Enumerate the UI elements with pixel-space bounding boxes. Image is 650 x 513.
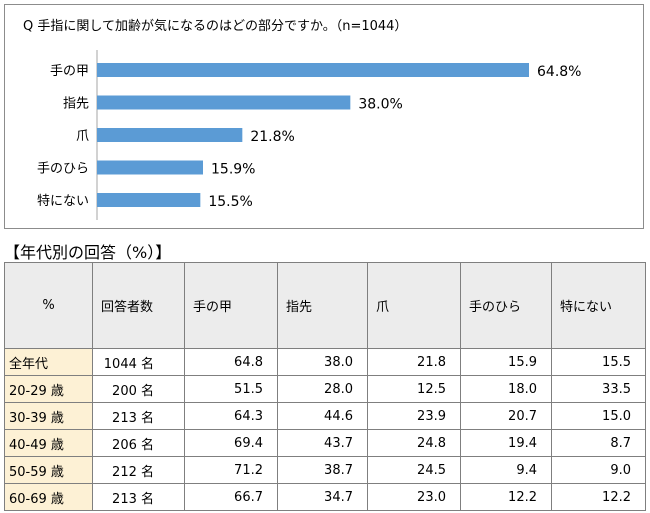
nails-cell: 24.8 [367, 429, 461, 457]
header-percent: % [4, 262, 93, 349]
age-group-cell: 60-69 歳 [4, 483, 93, 511]
none-cell: 33.5 [551, 375, 646, 403]
respondents-cell: 200 名 [92, 375, 185, 403]
respondents-cell: 1044 名 [92, 348, 185, 376]
nails-cell: 12.5 [367, 375, 461, 403]
data-label: 15.5% [208, 194, 252, 210]
back-of-hand-cell: 71.2 [184, 456, 278, 484]
age-group-cell: 全年代 [4, 348, 93, 376]
category-label: 特にない [37, 194, 89, 209]
back-of-hand-cell: 64.8 [184, 348, 278, 376]
none-cell: 12.2 [551, 483, 646, 511]
fingertips-cell: 44.6 [277, 402, 368, 430]
nails-cell: 23.0 [367, 483, 461, 511]
header-none: 特にない [551, 262, 646, 349]
fingertips-cell: 34.7 [277, 483, 368, 511]
none-cell: 9.0 [551, 456, 646, 484]
category-label: 指先 [63, 97, 89, 112]
table-header-row: % 回答者数 手の甲 指先 爪 手のひら 特にない [4, 262, 646, 349]
palm-cell: 18.0 [460, 375, 552, 403]
palm-cell: 9.4 [460, 456, 552, 484]
none-cell: 8.7 [551, 429, 646, 457]
table-row: 全年代 1044 名 64.8 38.0 21.8 15.9 15.5 [4, 348, 646, 376]
palm-cell: 12.2 [460, 483, 552, 511]
none-cell: 15.0 [551, 402, 646, 430]
data-label: 21.8% [250, 129, 294, 145]
bar [97, 160, 203, 175]
table-row: 60-69 歳 213 名 66.7 34.7 23.0 12.2 12.2 [4, 483, 646, 511]
table-row: 50-59 歳 212 名 71.2 38.7 24.5 9.4 9.0 [4, 456, 646, 484]
table-row: 30-39 歳 213 名 64.3 44.6 23.9 20.7 15.0 [4, 402, 646, 430]
bar-chart: 手の甲 64.8% 指先 38.0% 爪 21.8% 手のひら 15.9% 特にない 15.5% [37, 50, 581, 220]
age-group-cell: 20-29 歳 [4, 375, 93, 403]
fingertips-cell: 43.7 [277, 429, 368, 457]
age-group-cell: 50-59 歳 [4, 456, 93, 484]
respondents-cell: 206 名 [92, 429, 185, 457]
respondents-cell: 212 名 [92, 456, 185, 484]
header-palm: 手のひら [460, 262, 552, 349]
chart-title: Q 手指に関して加齢が気になるのはどの部分ですか。（n=1044） [23, 19, 408, 34]
nails-cell: 23.9 [367, 402, 461, 430]
fingertips-cell: 28.0 [277, 375, 368, 403]
fingertips-cell: 38.7 [277, 456, 368, 484]
table-heading: 【年代別の回答（%）】 [4, 243, 172, 262]
data-label: 64.8% [537, 64, 581, 80]
data-label: 15.9% [211, 162, 255, 178]
nails-cell: 24.5 [367, 456, 461, 484]
nails-cell: 21.8 [367, 348, 461, 376]
bar [97, 128, 243, 142]
respondents-cell: 213 名 [92, 402, 185, 430]
chart-panel: Q 手指に関して加齢が気になるのはどの部分ですか。（n=1044） 手の甲 64.… [4, 4, 644, 229]
age-group-cell: 30-39 歳 [4, 402, 93, 430]
palm-cell: 15.9 [460, 348, 552, 376]
header-fingertips: 指先 [277, 262, 368, 349]
header-nails: 爪 [367, 262, 461, 349]
age-breakdown-table: % 回答者数 手の甲 指先 爪 手のひら 特にない 全年代 1044 名 64.… [4, 262, 646, 511]
category-label: 手のひら [37, 162, 89, 177]
palm-cell: 20.7 [460, 402, 552, 430]
header-respondents: 回答者数 [92, 262, 185, 349]
bar [97, 63, 529, 77]
age-group-cell: 40-49 歳 [4, 429, 93, 457]
back-of-hand-cell: 69.4 [184, 429, 278, 457]
header-back-of-hand: 手の甲 [184, 262, 278, 349]
fingertips-cell: 38.0 [277, 348, 368, 376]
bar [97, 95, 351, 110]
palm-cell: 19.4 [460, 429, 552, 457]
back-of-hand-cell: 66.7 [184, 483, 278, 511]
back-of-hand-cell: 64.3 [184, 402, 278, 430]
none-cell: 15.5 [551, 348, 646, 376]
bar [97, 193, 201, 207]
back-of-hand-cell: 51.5 [184, 375, 278, 403]
table-row: 40-49 歳 206 名 69.4 43.7 24.8 19.4 8.7 [4, 429, 646, 457]
data-label: 38.0% [358, 97, 402, 113]
category-label: 手の甲 [50, 64, 89, 79]
respondents-cell: 213 名 [92, 483, 185, 511]
table-row: 20-29 歳 200 名 51.5 28.0 12.5 18.0 33.5 [4, 375, 646, 403]
category-label: 爪 [76, 129, 89, 144]
